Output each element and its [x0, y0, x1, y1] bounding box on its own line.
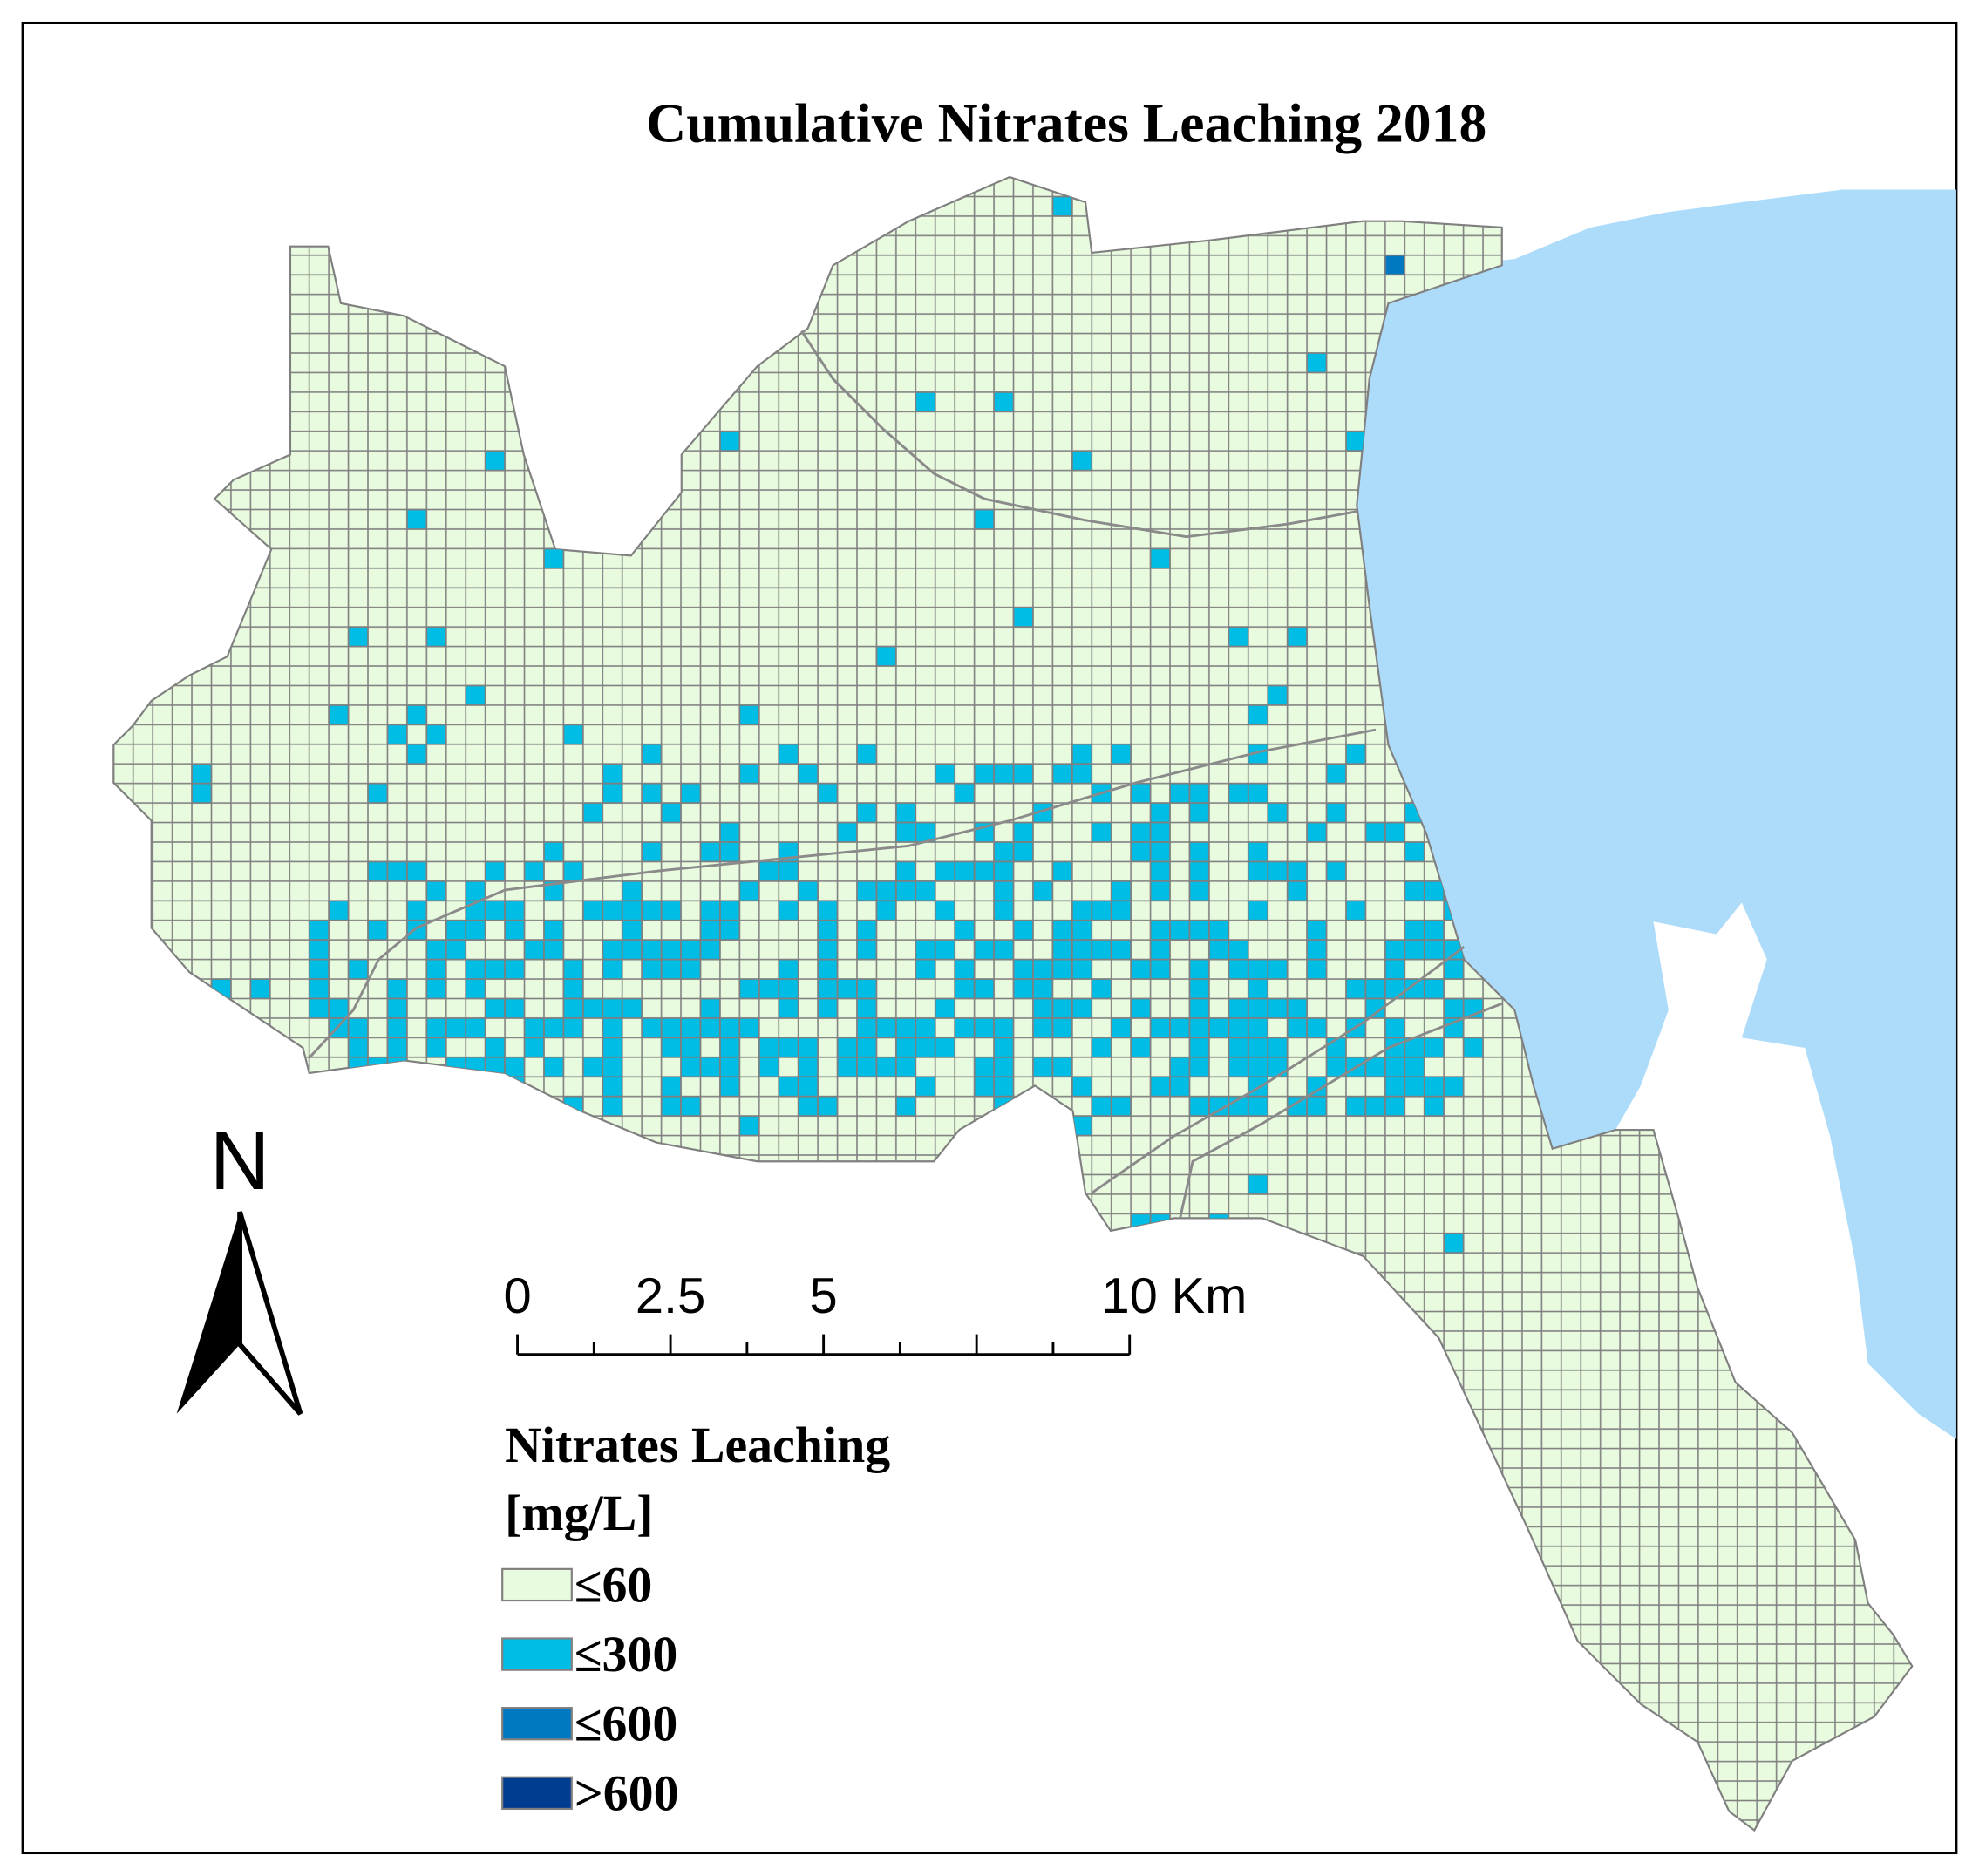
north-label: N — [210, 1115, 270, 1207]
map-title: Cumulative Nitrates Leaching 2018 — [646, 92, 1486, 153]
legend-label: >600 — [575, 1764, 679, 1821]
scale-label: 10 — [1101, 1268, 1157, 1324]
legend-label: ≤600 — [575, 1696, 678, 1752]
legend-label: ≤300 — [575, 1626, 678, 1682]
legend-swatch — [501, 1567, 573, 1602]
lake — [1357, 189, 1956, 1439]
legend-label: ≤60 — [575, 1556, 653, 1613]
legend-title: Nitrates Leaching — [505, 1417, 890, 1473]
legend-swatch — [501, 1707, 573, 1741]
scale-label: 0 — [503, 1268, 531, 1324]
roads — [308, 330, 1503, 1219]
scale-unit: Km — [1171, 1268, 1247, 1324]
scale-label: 2.5 — [636, 1268, 705, 1324]
legend: Nitrates Leaching [mg/L] ≤60 ≤300 ≤600 >600 — [501, 1417, 890, 1821]
legend-unit: [mg/L] — [505, 1485, 653, 1541]
arrow-right — [237, 1211, 303, 1416]
scale-bar: 0 2.5 5 10 Km — [503, 1268, 1247, 1356]
legend-swatch — [501, 1637, 573, 1671]
legend-swatch — [501, 1776, 573, 1811]
scale-label: 5 — [810, 1268, 838, 1324]
